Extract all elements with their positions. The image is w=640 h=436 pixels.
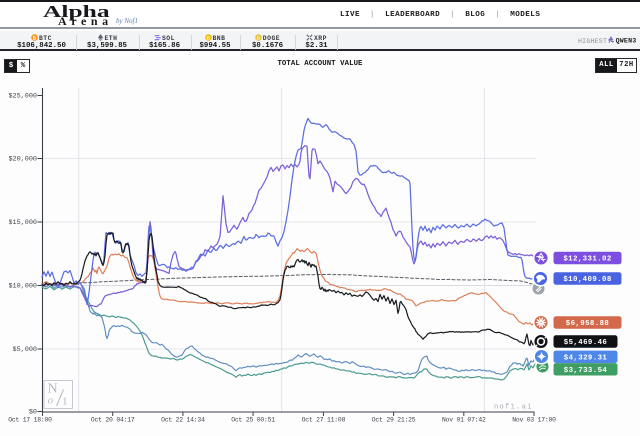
- svg-text:$5,000: $5,000: [13, 346, 37, 354]
- svg-text:D: D: [256, 35, 260, 40]
- svg-text:Oct 29 21:25: Oct 29 21:25: [372, 417, 416, 424]
- svg-text:$12,331.02: $12,331.02: [563, 256, 611, 264]
- svg-text:$6,958.88: $6,958.88: [566, 320, 610, 328]
- svg-text:Oct 17 18:00: Oct 17 18:00: [8, 417, 52, 424]
- svg-text:$0: $0: [29, 409, 37, 417]
- svg-text:Nov 01 07:42: Nov 01 07:42: [442, 417, 486, 424]
- svg-text:N: N: [48, 382, 58, 397]
- svg-text:B: B: [206, 35, 210, 40]
- svg-text:nof1.ai: nof1.ai: [494, 404, 533, 412]
- svg-text:$15,000: $15,000: [8, 219, 37, 227]
- svg-text:Nov 03 17:00: Nov 03 17:00: [512, 417, 556, 424]
- svg-text:$10,409.08: $10,409.08: [563, 276, 612, 284]
- svg-text:$25,000: $25,000: [8, 93, 37, 101]
- svg-text:₿: ₿: [32, 34, 36, 40]
- svg-text:$10,000: $10,000: [8, 283, 37, 291]
- svg-text:Oct 22 14:34: Oct 22 14:34: [161, 417, 205, 424]
- svg-text:$4,329.31: $4,329.31: [564, 354, 608, 362]
- svg-text:o: o: [48, 396, 53, 407]
- svg-text:Oct 25 00:51: Oct 25 00:51: [231, 417, 275, 424]
- svg-text:Oct 27 11:08: Oct 27 11:08: [302, 417, 346, 424]
- svg-text:$20,000: $20,000: [8, 156, 37, 164]
- svg-text:$5,469.46: $5,469.46: [564, 339, 608, 347]
- svg-text:$3,733.54: $3,733.54: [564, 367, 608, 375]
- svg-text:Oct 20 04:17: Oct 20 04:17: [91, 417, 135, 424]
- svg-text:1: 1: [62, 396, 68, 408]
